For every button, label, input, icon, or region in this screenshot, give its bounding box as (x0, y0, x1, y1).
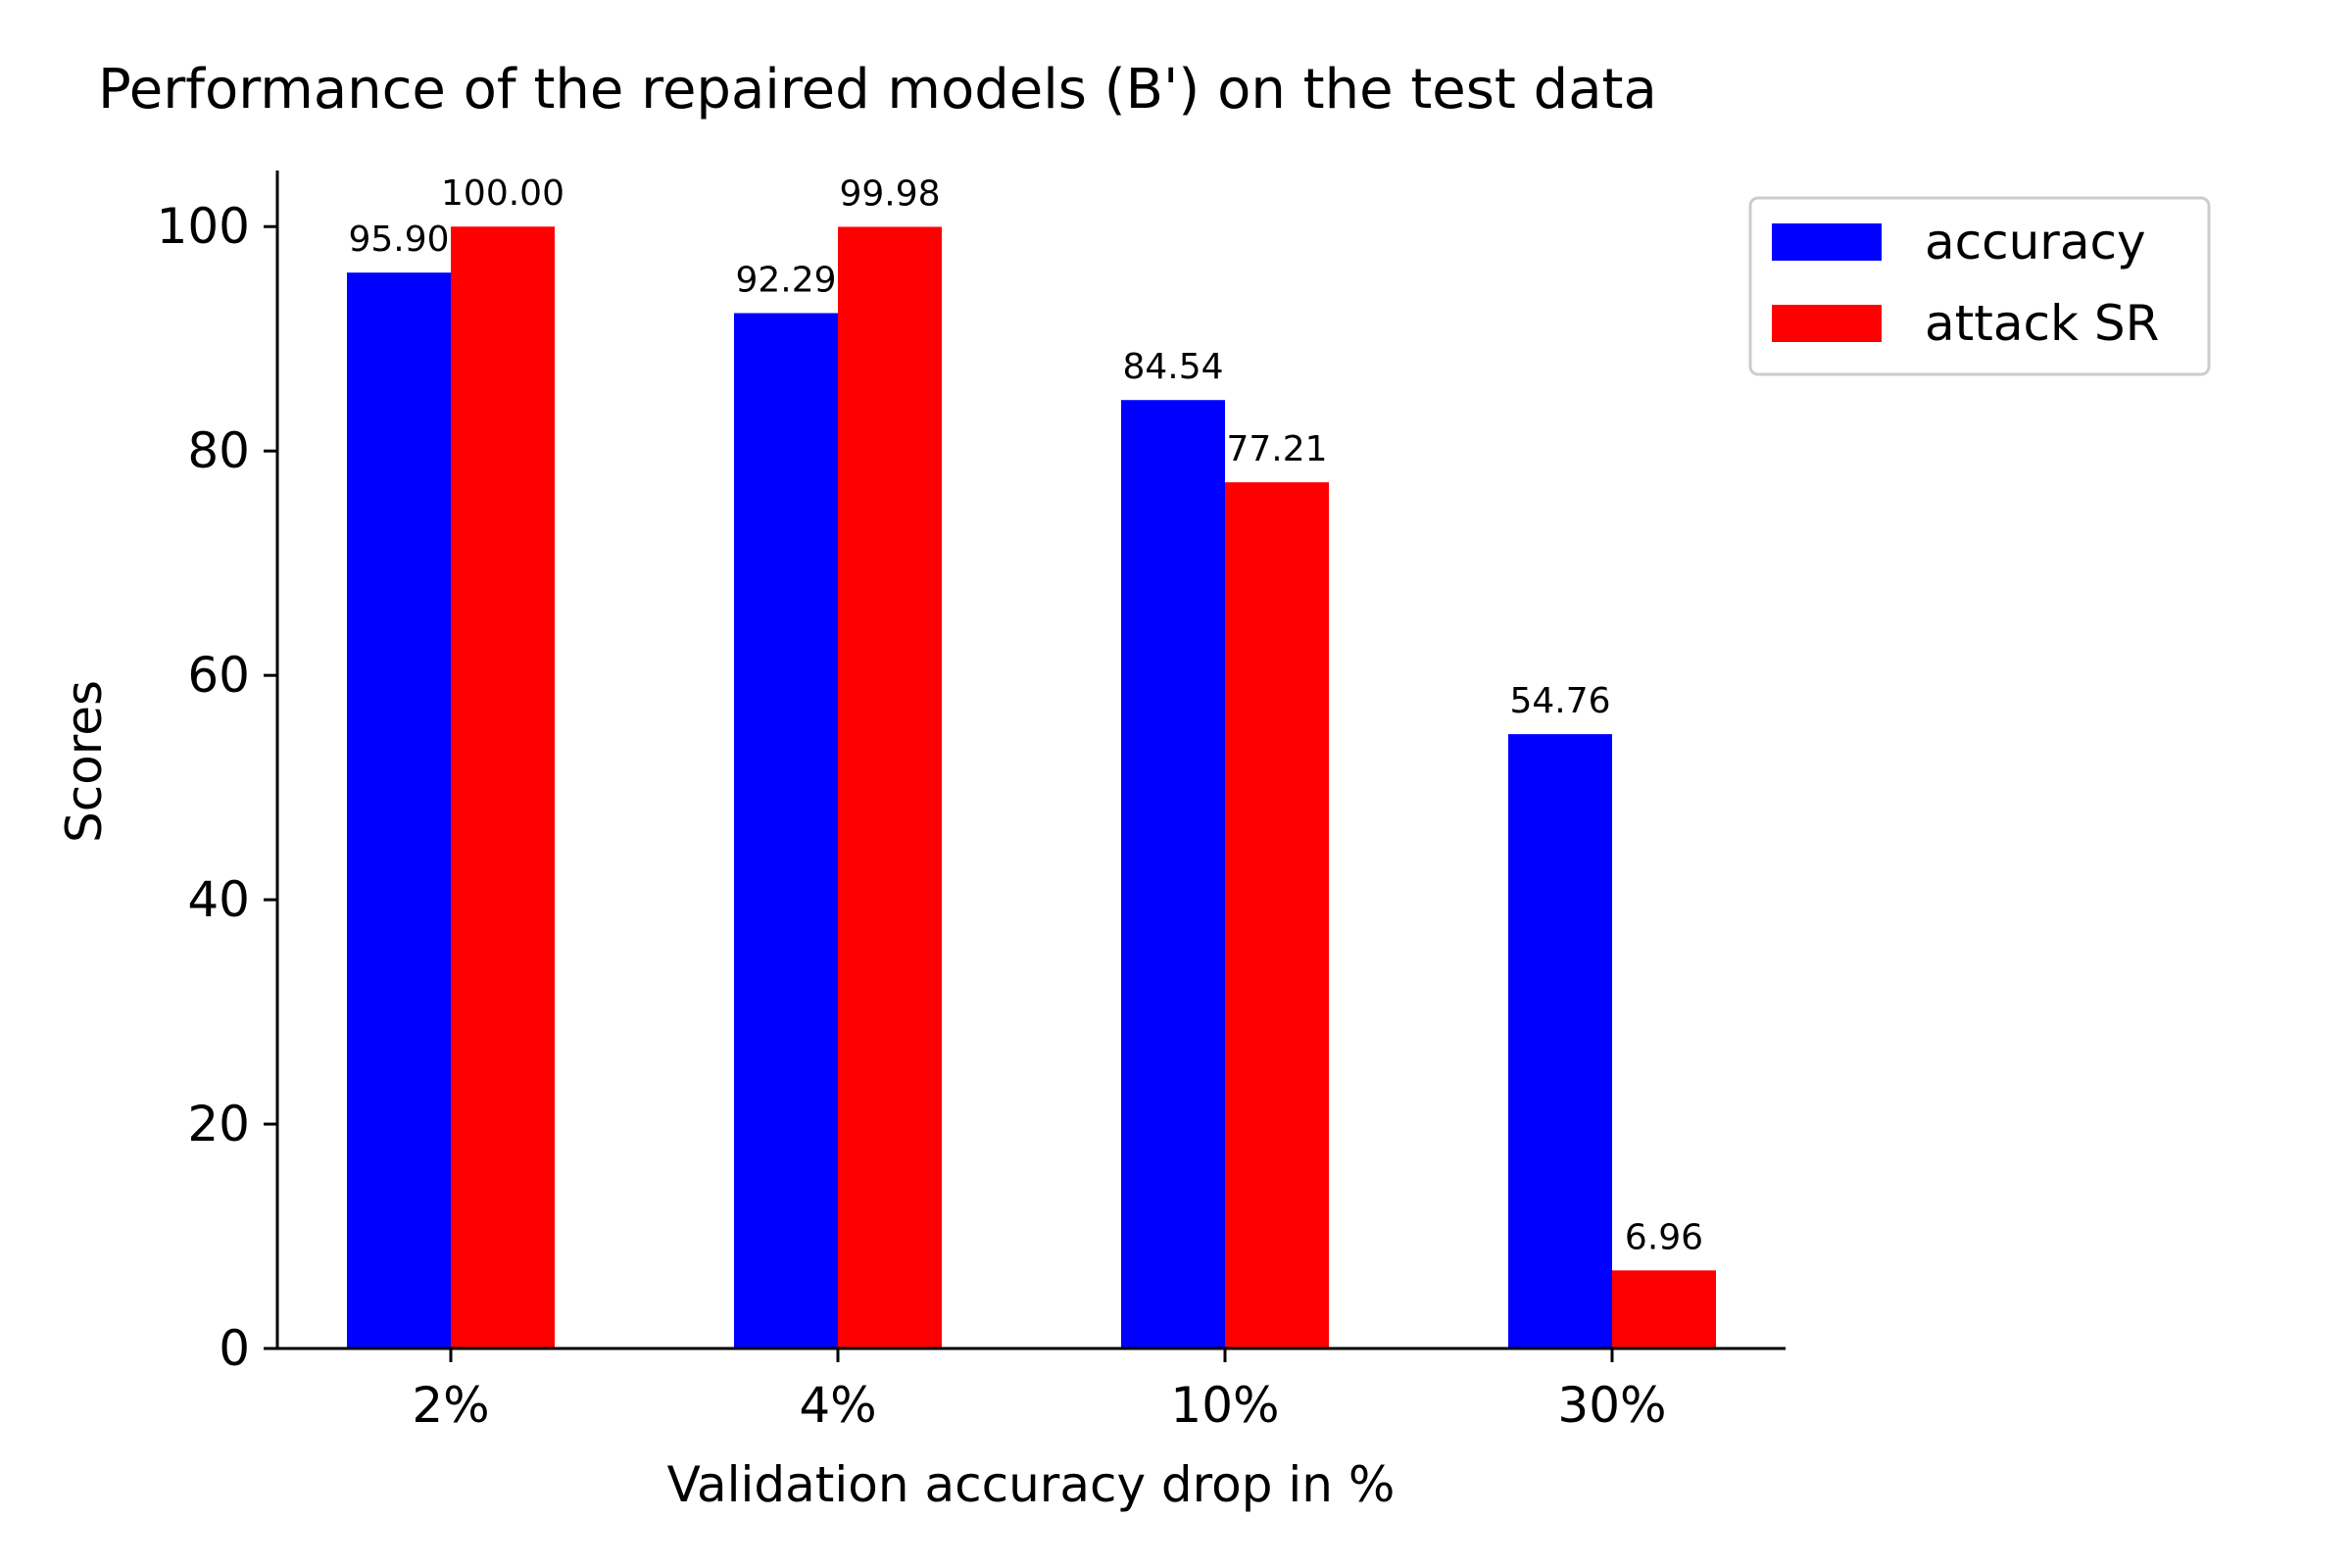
legend-swatch-attack-sr (1772, 305, 1882, 342)
y-tick-label-0: 0 (219, 1320, 250, 1377)
data-label-accuracy-1: 92.29 (735, 260, 836, 300)
bar-accuracy-0 (347, 272, 451, 1348)
legend-entries: accuracy attack SR (1772, 214, 2159, 352)
y-tick-label-4: 80 (187, 422, 250, 479)
y-tick-label-3: 60 (187, 647, 250, 704)
legend-swatch-accuracy (1772, 223, 1882, 261)
data-label-accuracy-0: 95.90 (348, 220, 449, 260)
data-label-accuracy-3: 54.76 (1509, 681, 1610, 721)
legend: accuracy attack SR (1748, 196, 2211, 376)
legend-label-accuracy: accuracy (1925, 214, 2146, 270)
legend-label-attack-sr: attack SR (1925, 295, 2159, 352)
y-axis-label: Scores (56, 680, 113, 843)
data-label-accuracy-2: 84.54 (1122, 347, 1223, 387)
data-label-attack-sr-1: 99.98 (839, 173, 940, 214)
bar-attack-sr-2 (1225, 482, 1329, 1348)
bar-accuracy-1 (734, 313, 838, 1348)
y-tick-label-2: 40 (187, 871, 250, 928)
y-ticks-group: 0 20 40 60 80 100 (157, 198, 277, 1377)
y-tick-label-5: 100 (157, 198, 250, 255)
data-label-attack-sr-0: 100.00 (441, 173, 564, 214)
x-tick-label-1: 4% (799, 1377, 876, 1434)
bar-attack-sr-0 (451, 226, 555, 1349)
data-label-attack-sr-2: 77.21 (1226, 429, 1327, 469)
x-ticks-group: 2% 4% 10% 30% (412, 1348, 1667, 1434)
bar-attack-sr-1 (838, 226, 942, 1348)
bar-accuracy-2 (1121, 400, 1225, 1349)
bar-accuracy-3 (1508, 734, 1612, 1348)
x-axis-label: Validation accuracy drop in % (667, 1456, 1396, 1513)
chart-title: Performance of the repaired models (B') … (98, 58, 1657, 122)
x-tick-label-2: 10% (1170, 1377, 1279, 1434)
y-tick-label-1: 20 (187, 1096, 250, 1152)
x-tick-label-0: 2% (412, 1377, 489, 1434)
x-tick-label-3: 30% (1557, 1377, 1666, 1434)
data-label-attack-sr-3: 6.96 (1625, 1217, 1703, 1257)
bar-attack-sr-3 (1612, 1270, 1716, 1348)
bars-group (347, 226, 1716, 1349)
data-labels-group: 95.90 92.29 84.54 54.76 100.00 99.98 77.21 6.96 (348, 173, 1703, 1257)
